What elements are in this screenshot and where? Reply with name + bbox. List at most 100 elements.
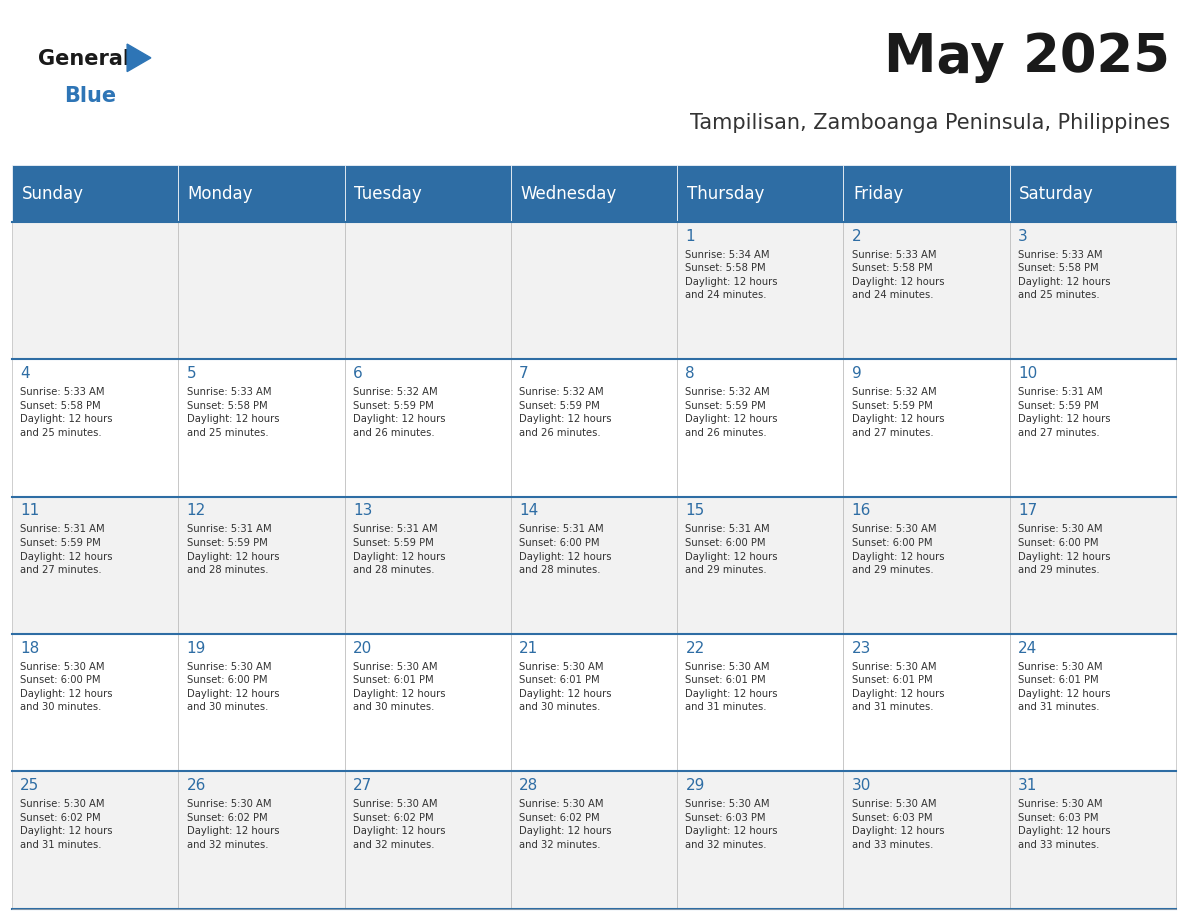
Text: 7: 7 <box>519 366 529 381</box>
Bar <box>1010 497 1176 634</box>
Text: Tampilisan, Zamboanga Peninsula, Philippines: Tampilisan, Zamboanga Peninsula, Philipp… <box>690 113 1170 133</box>
Bar <box>1010 360 1176 497</box>
Bar <box>843 771 1010 909</box>
Text: Tuesday: Tuesday <box>354 185 422 203</box>
Text: Sunrise: 5:30 AM
Sunset: 6:02 PM
Daylight: 12 hours
and 32 minutes.: Sunrise: 5:30 AM Sunset: 6:02 PM Dayligh… <box>187 799 279 850</box>
Text: Sunrise: 5:33 AM
Sunset: 5:58 PM
Daylight: 12 hours
and 25 minutes.: Sunrise: 5:33 AM Sunset: 5:58 PM Dayligh… <box>1018 250 1111 300</box>
Text: Sunrise: 5:30 AM
Sunset: 6:02 PM
Daylight: 12 hours
and 31 minutes.: Sunrise: 5:30 AM Sunset: 6:02 PM Dayligh… <box>20 799 113 850</box>
Text: Sunrise: 5:30 AM
Sunset: 6:01 PM
Daylight: 12 hours
and 30 minutes.: Sunrise: 5:30 AM Sunset: 6:01 PM Dayligh… <box>519 662 612 712</box>
Text: 17: 17 <box>1018 503 1037 519</box>
Bar <box>511 497 677 634</box>
Bar <box>1010 634 1176 771</box>
Text: 26: 26 <box>187 778 206 793</box>
Bar <box>178 165 345 222</box>
Text: 18: 18 <box>20 641 39 655</box>
Text: Sunrise: 5:34 AM
Sunset: 5:58 PM
Daylight: 12 hours
and 24 minutes.: Sunrise: 5:34 AM Sunset: 5:58 PM Dayligh… <box>685 250 778 300</box>
Text: Sunrise: 5:32 AM
Sunset: 5:59 PM
Daylight: 12 hours
and 26 minutes.: Sunrise: 5:32 AM Sunset: 5:59 PM Dayligh… <box>519 387 612 438</box>
Text: 29: 29 <box>685 778 704 793</box>
Bar <box>1010 771 1176 909</box>
Bar <box>178 634 345 771</box>
Text: Sunrise: 5:32 AM
Sunset: 5:59 PM
Daylight: 12 hours
and 27 minutes.: Sunrise: 5:32 AM Sunset: 5:59 PM Dayligh… <box>852 387 944 438</box>
Text: 11: 11 <box>20 503 39 519</box>
Bar <box>345 634 511 771</box>
Text: Blue: Blue <box>64 85 116 106</box>
Text: Sunrise: 5:30 AM
Sunset: 6:03 PM
Daylight: 12 hours
and 33 minutes.: Sunrise: 5:30 AM Sunset: 6:03 PM Dayligh… <box>1018 799 1111 850</box>
Text: 4: 4 <box>20 366 30 381</box>
Bar <box>178 771 345 909</box>
Text: 27: 27 <box>353 778 372 793</box>
Text: Sunrise: 5:33 AM
Sunset: 5:58 PM
Daylight: 12 hours
and 24 minutes.: Sunrise: 5:33 AM Sunset: 5:58 PM Dayligh… <box>852 250 944 300</box>
Bar <box>345 165 511 222</box>
Text: 9: 9 <box>852 366 861 381</box>
Text: 1: 1 <box>685 229 695 243</box>
Bar <box>345 497 511 634</box>
Bar <box>1010 222 1176 360</box>
Bar <box>178 497 345 634</box>
Text: Sunrise: 5:32 AM
Sunset: 5:59 PM
Daylight: 12 hours
and 26 minutes.: Sunrise: 5:32 AM Sunset: 5:59 PM Dayligh… <box>353 387 446 438</box>
Text: 12: 12 <box>187 503 206 519</box>
Text: Sunrise: 5:30 AM
Sunset: 6:00 PM
Daylight: 12 hours
and 29 minutes.: Sunrise: 5:30 AM Sunset: 6:00 PM Dayligh… <box>1018 524 1111 576</box>
Bar <box>12 771 178 909</box>
Text: Saturday: Saturday <box>1019 185 1094 203</box>
Text: Sunrise: 5:30 AM
Sunset: 6:01 PM
Daylight: 12 hours
and 31 minutes.: Sunrise: 5:30 AM Sunset: 6:01 PM Dayligh… <box>1018 662 1111 712</box>
Text: Sunrise: 5:30 AM
Sunset: 6:01 PM
Daylight: 12 hours
and 31 minutes.: Sunrise: 5:30 AM Sunset: 6:01 PM Dayligh… <box>852 662 944 712</box>
Text: Sunrise: 5:30 AM
Sunset: 6:03 PM
Daylight: 12 hours
and 33 minutes.: Sunrise: 5:30 AM Sunset: 6:03 PM Dayligh… <box>852 799 944 850</box>
Text: 20: 20 <box>353 641 372 655</box>
Bar <box>345 222 511 360</box>
Text: 16: 16 <box>852 503 871 519</box>
Text: 3: 3 <box>1018 229 1028 243</box>
Bar <box>511 222 677 360</box>
Text: 31: 31 <box>1018 778 1037 793</box>
Text: Sunrise: 5:33 AM
Sunset: 5:58 PM
Daylight: 12 hours
and 25 minutes.: Sunrise: 5:33 AM Sunset: 5:58 PM Dayligh… <box>20 387 113 438</box>
Text: Thursday: Thursday <box>687 185 764 203</box>
Text: 19: 19 <box>187 641 206 655</box>
Bar <box>677 771 843 909</box>
Bar <box>12 165 178 222</box>
Bar <box>345 360 511 497</box>
Text: 8: 8 <box>685 366 695 381</box>
Bar <box>12 497 178 634</box>
Bar <box>12 360 178 497</box>
Bar <box>843 222 1010 360</box>
Text: Monday: Monday <box>188 185 253 203</box>
Bar <box>511 634 677 771</box>
Text: 30: 30 <box>852 778 871 793</box>
Text: Sunrise: 5:30 AM
Sunset: 6:02 PM
Daylight: 12 hours
and 32 minutes.: Sunrise: 5:30 AM Sunset: 6:02 PM Dayligh… <box>353 799 446 850</box>
Bar <box>511 165 677 222</box>
Text: Sunrise: 5:30 AM
Sunset: 6:00 PM
Daylight: 12 hours
and 30 minutes.: Sunrise: 5:30 AM Sunset: 6:00 PM Dayligh… <box>187 662 279 712</box>
Text: 22: 22 <box>685 641 704 655</box>
Text: General: General <box>38 49 129 69</box>
Text: 5: 5 <box>187 366 196 381</box>
Text: 15: 15 <box>685 503 704 519</box>
Bar <box>178 360 345 497</box>
Bar <box>511 771 677 909</box>
Bar <box>178 222 345 360</box>
Text: May 2025: May 2025 <box>884 30 1170 83</box>
Text: Sunrise: 5:33 AM
Sunset: 5:58 PM
Daylight: 12 hours
and 25 minutes.: Sunrise: 5:33 AM Sunset: 5:58 PM Dayligh… <box>187 387 279 438</box>
Bar <box>12 222 178 360</box>
Text: Sunrise: 5:30 AM
Sunset: 6:02 PM
Daylight: 12 hours
and 32 minutes.: Sunrise: 5:30 AM Sunset: 6:02 PM Dayligh… <box>519 799 612 850</box>
Bar <box>345 771 511 909</box>
Text: 21: 21 <box>519 641 538 655</box>
Text: Sunrise: 5:30 AM
Sunset: 6:03 PM
Daylight: 12 hours
and 32 minutes.: Sunrise: 5:30 AM Sunset: 6:03 PM Dayligh… <box>685 799 778 850</box>
Text: 25: 25 <box>20 778 39 793</box>
Bar <box>677 634 843 771</box>
Text: 6: 6 <box>353 366 362 381</box>
Bar <box>843 360 1010 497</box>
Bar <box>677 222 843 360</box>
Bar <box>843 497 1010 634</box>
Bar <box>511 360 677 497</box>
Text: Sunrise: 5:31 AM
Sunset: 6:00 PM
Daylight: 12 hours
and 28 minutes.: Sunrise: 5:31 AM Sunset: 6:00 PM Dayligh… <box>519 524 612 576</box>
Text: 14: 14 <box>519 503 538 519</box>
Text: 24: 24 <box>1018 641 1037 655</box>
Text: Friday: Friday <box>853 185 903 203</box>
Bar <box>677 497 843 634</box>
Text: Sunrise: 5:31 AM
Sunset: 6:00 PM
Daylight: 12 hours
and 29 minutes.: Sunrise: 5:31 AM Sunset: 6:00 PM Dayligh… <box>685 524 778 576</box>
Text: 23: 23 <box>852 641 871 655</box>
Bar <box>1010 165 1176 222</box>
Text: Sunrise: 5:31 AM
Sunset: 5:59 PM
Daylight: 12 hours
and 28 minutes.: Sunrise: 5:31 AM Sunset: 5:59 PM Dayligh… <box>187 524 279 576</box>
Polygon shape <box>127 44 151 72</box>
Bar <box>677 165 843 222</box>
Text: Sunrise: 5:30 AM
Sunset: 6:01 PM
Daylight: 12 hours
and 30 minutes.: Sunrise: 5:30 AM Sunset: 6:01 PM Dayligh… <box>353 662 446 712</box>
Bar <box>843 634 1010 771</box>
